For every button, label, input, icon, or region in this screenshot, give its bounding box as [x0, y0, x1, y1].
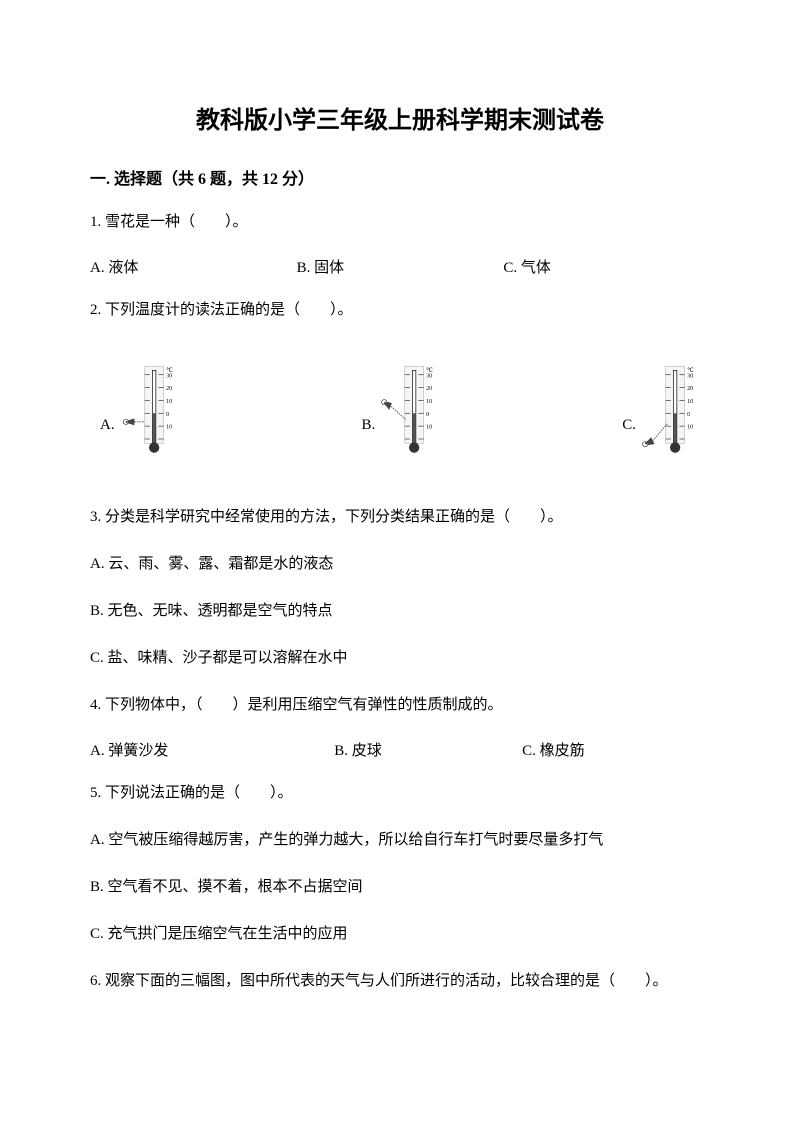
- svg-text:30: 30: [166, 373, 172, 379]
- question-1: 1. 雪花是一种（ ）。: [90, 209, 710, 236]
- question-4-options: A. 弹簧沙发 B. 皮球 C. 橡皮筋: [90, 739, 710, 760]
- q1-option-c: C. 气体: [503, 256, 710, 277]
- question-4: 4. 下列物体中，（ ）是利用压缩空气有弹性的性质制成的。: [90, 692, 710, 719]
- q2-option-a: A. ℃ 30 20 10 0 10: [100, 354, 179, 464]
- q2-option-b-label: B.: [362, 417, 376, 464]
- q2-option-c-label: C.: [622, 417, 636, 464]
- q5-option-b: B. 空气看不见、摸不着，根本不占据空间: [90, 874, 710, 901]
- q2-option-b: B. ℃ 30 20 10 0 10: [362, 354, 440, 464]
- section-header: 一. 选择题（共 6 题，共 12 分）: [90, 165, 710, 189]
- q4-option-c: C. 橡皮筋: [522, 739, 710, 760]
- thermometer-options: A. ℃ 30 20 10 0 10: [90, 354, 710, 464]
- q3-option-a: A. 云、雨、雾、露、霜都是水的液态: [90, 551, 710, 578]
- question-6: 6. 观察下面的三幅图，图中所代表的天气与人们所进行的活动，比较合理的是（ ）。: [90, 968, 710, 995]
- question-2: 2. 下列温度计的读法正确的是（ ）。: [90, 297, 710, 324]
- q1-option-b: B. 固体: [297, 256, 504, 277]
- svg-text:10: 10: [687, 425, 693, 431]
- svg-text:10: 10: [426, 399, 432, 405]
- svg-text:10: 10: [426, 425, 432, 431]
- question-1-options: A. 液体 B. 固体 C. 气体: [90, 256, 710, 277]
- svg-text:20: 20: [687, 386, 693, 392]
- thermometer-a-icon: ℃ 30 20 10 0 10: [119, 354, 179, 464]
- svg-text:0: 0: [687, 412, 690, 418]
- q2-option-c: C. ℃ 30 20 10 0 10: [622, 354, 700, 464]
- svg-text:10: 10: [166, 399, 172, 405]
- svg-text:30: 30: [426, 373, 432, 379]
- svg-text:0: 0: [166, 412, 169, 418]
- q4-option-b: B. 皮球: [334, 739, 522, 760]
- q3-option-b: B. 无色、无味、透明都是空气的特点: [90, 598, 710, 625]
- svg-text:20: 20: [426, 386, 432, 392]
- svg-text:0: 0: [426, 412, 429, 418]
- q3-option-c: C. 盐、味精、沙子都是可以溶解在水中: [90, 645, 710, 672]
- q1-option-a: A. 液体: [90, 256, 297, 277]
- q2-option-a-label: A.: [100, 417, 115, 464]
- thermometer-b-icon: ℃ 30 20 10 0 10: [379, 354, 439, 464]
- page-title: 教科版小学三年级上册科学期末测试卷: [90, 100, 710, 135]
- svg-text:30: 30: [687, 373, 693, 379]
- question-5-options: A. 空气被压缩得越厉害，产生的弹力越大，所以给自行车打气时要尽量多打气 B. …: [90, 827, 710, 948]
- question-5: 5. 下列说法正确的是（ ）。: [90, 780, 710, 807]
- question-3: 3. 分类是科学研究中经常使用的方法，下列分类结果正确的是（ ）。: [90, 504, 710, 531]
- question-3-options: A. 云、雨、雾、露、霜都是水的液态 B. 无色、无味、透明都是空气的特点 C.…: [90, 551, 710, 672]
- svg-text:20: 20: [166, 386, 172, 392]
- q5-option-a: A. 空气被压缩得越厉害，产生的弹力越大，所以给自行车打气时要尽量多打气: [90, 827, 710, 854]
- q4-option-a: A. 弹簧沙发: [90, 739, 334, 760]
- svg-text:10: 10: [687, 399, 693, 405]
- thermometer-c-icon: ℃ 30 20 10 0 10: [640, 354, 700, 464]
- q5-option-c: C. 充气拱门是压缩空气在生活中的应用: [90, 921, 710, 948]
- svg-text:10: 10: [166, 425, 172, 431]
